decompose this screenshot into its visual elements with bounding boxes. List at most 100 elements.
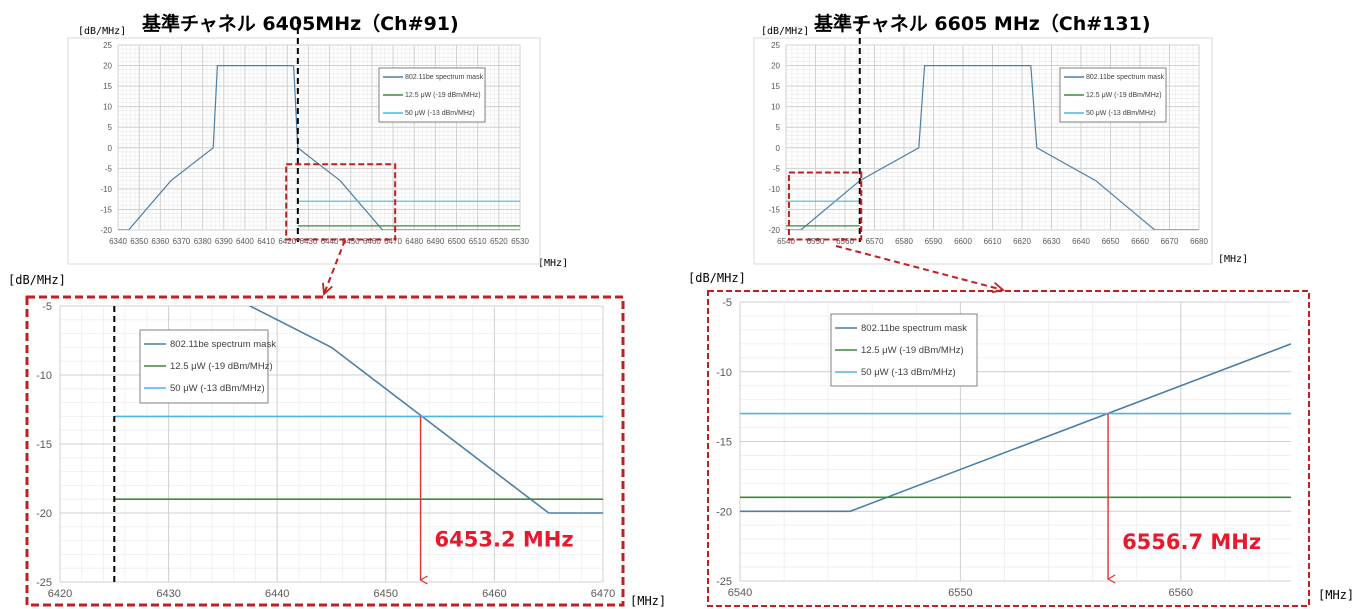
zoom-connector-ch131 <box>835 245 1003 290</box>
y-tick-label: 10 <box>103 103 112 112</box>
xlabel-zoom-ch91: [MHz] <box>630 594 666 608</box>
y-tick-label: 0 <box>776 144 781 153</box>
x-tick-label: 6550 <box>948 587 972 599</box>
title-ch91: 基準チャネル 6405MHz（Ch#91) <box>141 12 459 35</box>
x-tick-label: 6590 <box>925 237 943 246</box>
legend: 802.11be spectrum mask 12.5 μW (-19 dBm/M… <box>378 67 486 123</box>
x-tick-label: 6370 <box>173 237 191 246</box>
ylabel-ch131: [dB/MHz] <box>761 26 809 37</box>
y-tick-label: -10 <box>716 367 732 379</box>
zoom-frame-ch91 <box>25 295 625 607</box>
legend: 802.11be spectrum mask 12.5 μW (-19 dBm/M… <box>139 329 276 404</box>
mask-line <box>248 306 603 514</box>
y-tick-label: 20 <box>103 62 112 71</box>
x-tick-label: 6540 <box>728 587 752 599</box>
y-tick-label: 25 <box>771 41 780 50</box>
x-tick-label: 6450 <box>374 588 398 600</box>
legend-label: 12.5 μW (-19 dBm/MHz) <box>861 345 964 356</box>
legend-label: 802.11be spectrum mask <box>405 74 484 81</box>
zoom-highlight-box <box>787 171 863 241</box>
ylabel-zoom-ch91: [dB/MHz] <box>8 273 66 287</box>
mask-line <box>786 64 1199 230</box>
y-tick-label: -15 <box>768 205 780 214</box>
y-tick-label: 5 <box>776 123 781 132</box>
series-group <box>740 343 1291 513</box>
x-tick-label: 6500 <box>448 237 466 246</box>
ylabel-zoom-ch131: [dB/MHz] <box>688 271 746 285</box>
x-tick-label: 6470 <box>384 237 402 246</box>
x-tick-label: 6540 <box>777 237 795 246</box>
chart-ch131: 6540 6550 6560 6570 6580 6590 6600 6610 6620 6630… <box>753 18 1213 265</box>
x-tick-label: 6520 <box>490 237 508 246</box>
x-tick-label: 6420 <box>48 588 72 600</box>
x-tick-label: 6410 <box>257 237 275 246</box>
legend-label: 50 μW (-13 dBm/MHz) <box>861 367 956 378</box>
y-tick-label: -5 <box>773 164 781 173</box>
y-tick-label: -15 <box>36 439 52 451</box>
x-tick-label: 6430 <box>300 237 318 246</box>
title-ch131: 基準チャネル 6605 MHz（Ch#131) <box>813 12 1151 35</box>
legend: 802.11be spectrum mask 12.5 μW (-19 dBm/M… <box>1059 67 1167 123</box>
x-tick-label: 6580 <box>895 237 913 246</box>
y-tick-label: 20 <box>771 62 780 71</box>
legend-label: 50 μW (-13 dBm/MHz) <box>1086 110 1156 117</box>
legend-label: 12.5 μW (-19 dBm/MHz) <box>170 361 273 372</box>
x-tick-label: 6390 <box>215 237 233 246</box>
zoom-highlight-box <box>285 163 397 241</box>
y-tick-label: -5 <box>42 301 52 313</box>
x-tick-label: 6360 <box>151 237 169 246</box>
x-tick-label: 6530 <box>511 237 529 246</box>
legend: 802.11be spectrum mask 12.5 μW (-19 dBm/M… <box>830 313 978 387</box>
x-tick-label: 6610 <box>984 237 1002 246</box>
y-tick-label: -5 <box>105 164 113 173</box>
zoom-frame-ch131 <box>707 290 1310 607</box>
legend-label: 802.11be spectrum mask <box>1086 74 1165 81</box>
x-tick-label: 6350 <box>130 237 148 246</box>
chart-zoom-ch131: 6540 6550 6560 -5 -10 -15 -20 -25 802.11be spect… <box>716 297 1291 599</box>
x-tick-label: 6420 <box>278 237 296 246</box>
x-tick-label: 6620 <box>1013 237 1031 246</box>
y-tick-label: 15 <box>103 82 112 91</box>
y-tick-label: -10 <box>100 185 112 194</box>
x-tick-label: 6550 <box>807 237 825 246</box>
x-tick-label: 6450 <box>342 237 360 246</box>
x-tick-label: 6670 <box>1161 237 1179 246</box>
ylabel-ch91: [dB/MHz] <box>78 26 126 37</box>
y-tick-label: -5 <box>722 297 732 309</box>
x-tick-label: 6680 <box>1190 237 1208 246</box>
x-tick-label: 6640 <box>1072 237 1090 246</box>
legend-label: 50 μW (-13 dBm/MHz) <box>170 383 265 394</box>
x-tick-label: 6400 <box>236 237 254 246</box>
xlabel-ch131: [MHz] <box>1218 254 1248 265</box>
legend-label: 12.5 μW (-19 dBm/MHz) <box>1086 92 1162 99</box>
x-tick-label: 6440 <box>321 237 339 246</box>
y-tick-label: 0 <box>108 144 113 153</box>
x-tick-label: 6600 <box>954 237 972 246</box>
xlabel-zoom-ch131: [MHz] <box>1318 588 1354 602</box>
x-tick-label: 6340 <box>109 237 127 246</box>
y-tick-label: -20 <box>768 226 780 235</box>
frequency-callout: 6556.7 MHz <box>1122 530 1261 554</box>
x-tick-label: 6560 <box>836 237 854 246</box>
x-tick-label: 6490 <box>426 237 444 246</box>
series-group <box>114 306 603 514</box>
series-group <box>786 64 1199 230</box>
y-tick-label: -10 <box>768 185 780 194</box>
x-tick-label: 6510 <box>469 237 487 246</box>
chart-ch91: 6340 6350 6360 6370 6380 6390 6400 6410 6420 6430… <box>67 18 541 265</box>
legend-label: 802.11be spectrum mask <box>861 323 967 334</box>
y-tick-label: -20 <box>716 506 732 518</box>
x-tick-label: 6630 <box>1043 237 1061 246</box>
legend-label: 802.11be spectrum mask <box>170 339 276 350</box>
frequency-callout: 6453.2 MHz <box>435 527 574 551</box>
x-tick-label: 6470 <box>591 588 615 600</box>
y-tick-label: -15 <box>100 205 112 214</box>
x-tick-label: 6430 <box>156 588 180 600</box>
x-tick-label: 6480 <box>405 237 423 246</box>
x-tick-label: 6560 <box>1169 587 1193 599</box>
legend-label: 50 μW (-13 dBm/MHz) <box>405 110 475 117</box>
mask-line <box>740 343 1291 513</box>
x-tick-label: 6460 <box>363 237 381 246</box>
y-tick-label: -10 <box>36 370 52 382</box>
